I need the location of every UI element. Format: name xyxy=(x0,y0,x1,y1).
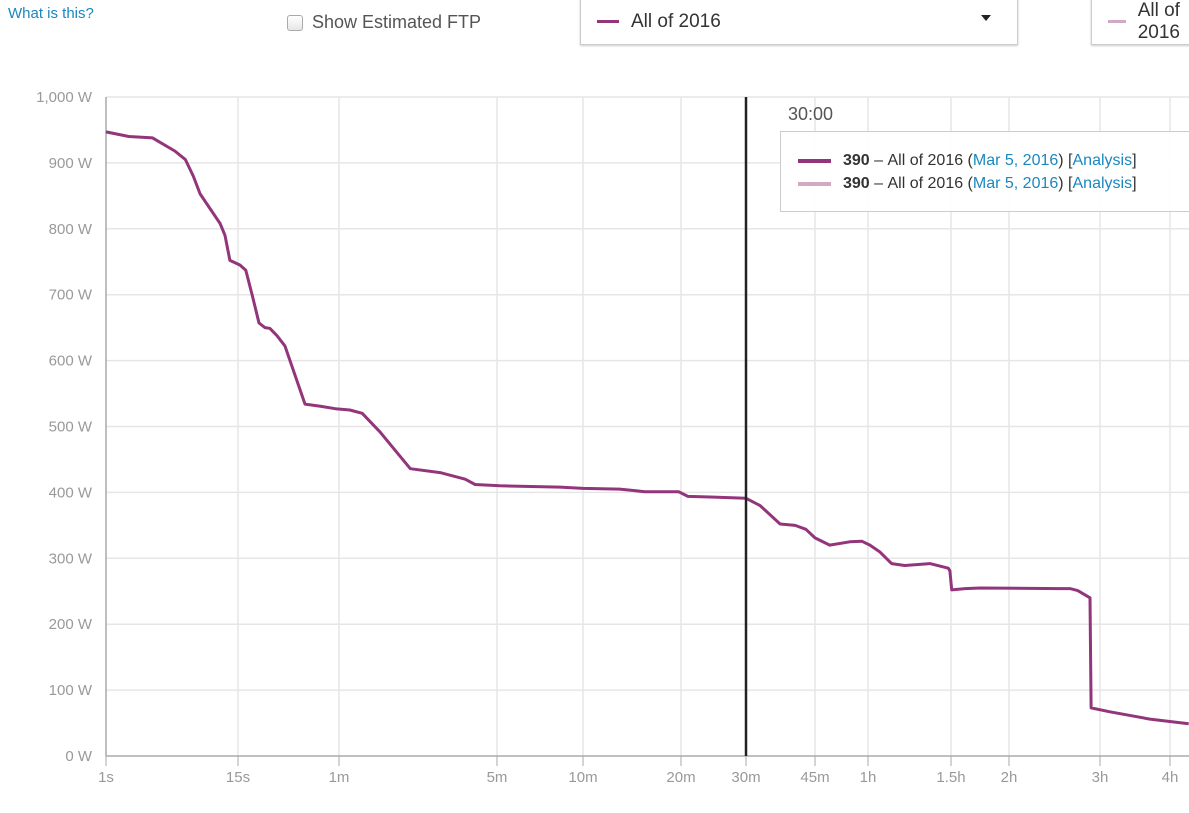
tooltip-analysis-link[interactable]: Analysis xyxy=(1072,175,1133,192)
secondary-range-dropdown[interactable]: All of 2016 xyxy=(1091,0,1189,45)
chevron-down-icon xyxy=(981,15,991,21)
secondary-series-swatch xyxy=(798,182,831,186)
tooltip-value: 390 xyxy=(843,175,870,192)
secondary-series-swatch xyxy=(1108,20,1126,23)
x-tick-label: 2h xyxy=(1001,769,1018,786)
x-tick-label: 5m xyxy=(487,769,508,786)
hover-time-label: 30:00 xyxy=(788,104,834,124)
primary-range-value: All of 2016 xyxy=(631,10,721,32)
x-tick-label: 30m xyxy=(731,769,760,786)
primary-series-swatch xyxy=(597,20,619,23)
y-tick-label: 500 W xyxy=(49,419,93,436)
tooltip-bracket: ] xyxy=(1132,152,1137,169)
primary-range-dropdown[interactable]: All of 2016 xyxy=(580,0,1018,45)
y-tick-label: 900 W xyxy=(49,155,93,172)
show-estimated-ftp-label: Show Estimated FTP xyxy=(312,12,482,32)
y-tick-label: 800 W xyxy=(49,221,93,238)
x-tick-label: 1h xyxy=(860,769,877,786)
tooltip-row-secondary: 390 – All of 2016 ( Mar 5, 2016 ) [ Anal… xyxy=(798,175,1137,193)
x-tick-label: 1.5h xyxy=(936,769,965,786)
y-tick-label: 300 W xyxy=(49,550,93,567)
secondary-range-value: All of 2016 xyxy=(1137,0,1180,43)
tooltip-sep: – xyxy=(869,175,888,192)
y-tick-label: 400 W xyxy=(49,484,93,501)
tooltip-row-primary: 390 – All of 2016 ( Mar 5, 2016 ) [ Anal… xyxy=(798,152,1137,170)
y-tick-label: 700 W xyxy=(49,287,93,304)
tooltip-range: All of 2016 ( xyxy=(887,175,973,192)
x-tick-label: 10m xyxy=(568,769,597,786)
tooltip-value: 390 xyxy=(843,152,870,169)
x-tick-label: 15s xyxy=(226,769,250,786)
series-line-1[interactable] xyxy=(105,130,1189,726)
y-tick-label: 100 W xyxy=(49,682,93,699)
x-tick-label: 1m xyxy=(329,769,350,786)
x-tick-label: 20m xyxy=(666,769,695,786)
y-tick-label: 200 W xyxy=(49,616,93,633)
y-tick-label: 0 W xyxy=(65,748,93,765)
tooltip-bracket: ] xyxy=(1132,175,1137,192)
tooltip-sep: – xyxy=(869,152,888,169)
x-tick-label: 3h xyxy=(1092,769,1109,786)
tooltip-date-link[interactable]: Mar 5, 2016 xyxy=(972,152,1059,169)
primary-series-swatch xyxy=(798,159,831,163)
x-tick-label: 45m xyxy=(800,769,829,786)
x-tick-label: 1s xyxy=(98,769,114,786)
tooltip-range: All of 2016 ( xyxy=(887,152,973,169)
tooltip-bracket: ) [ xyxy=(1058,175,1073,192)
tooltip-analysis-link[interactable]: Analysis xyxy=(1072,152,1133,169)
chart-tooltip: 390 – All of 2016 ( Mar 5, 2016 ) [ Anal… xyxy=(780,131,1189,212)
x-tick-label: 4h xyxy=(1162,769,1179,786)
tooltip-bracket: ) [ xyxy=(1058,152,1073,169)
y-tick-label: 1,000 W xyxy=(36,89,93,106)
show-estimated-ftp-checkbox[interactable] xyxy=(287,14,303,31)
what-is-this-link[interactable]: What is this? xyxy=(8,5,94,22)
tooltip-date-link[interactable]: Mar 5, 2016 xyxy=(972,175,1059,192)
y-tick-label: 600 W xyxy=(49,353,93,370)
show-estimated-ftp-toggle[interactable]: Show Estimated FTP xyxy=(287,12,481,33)
